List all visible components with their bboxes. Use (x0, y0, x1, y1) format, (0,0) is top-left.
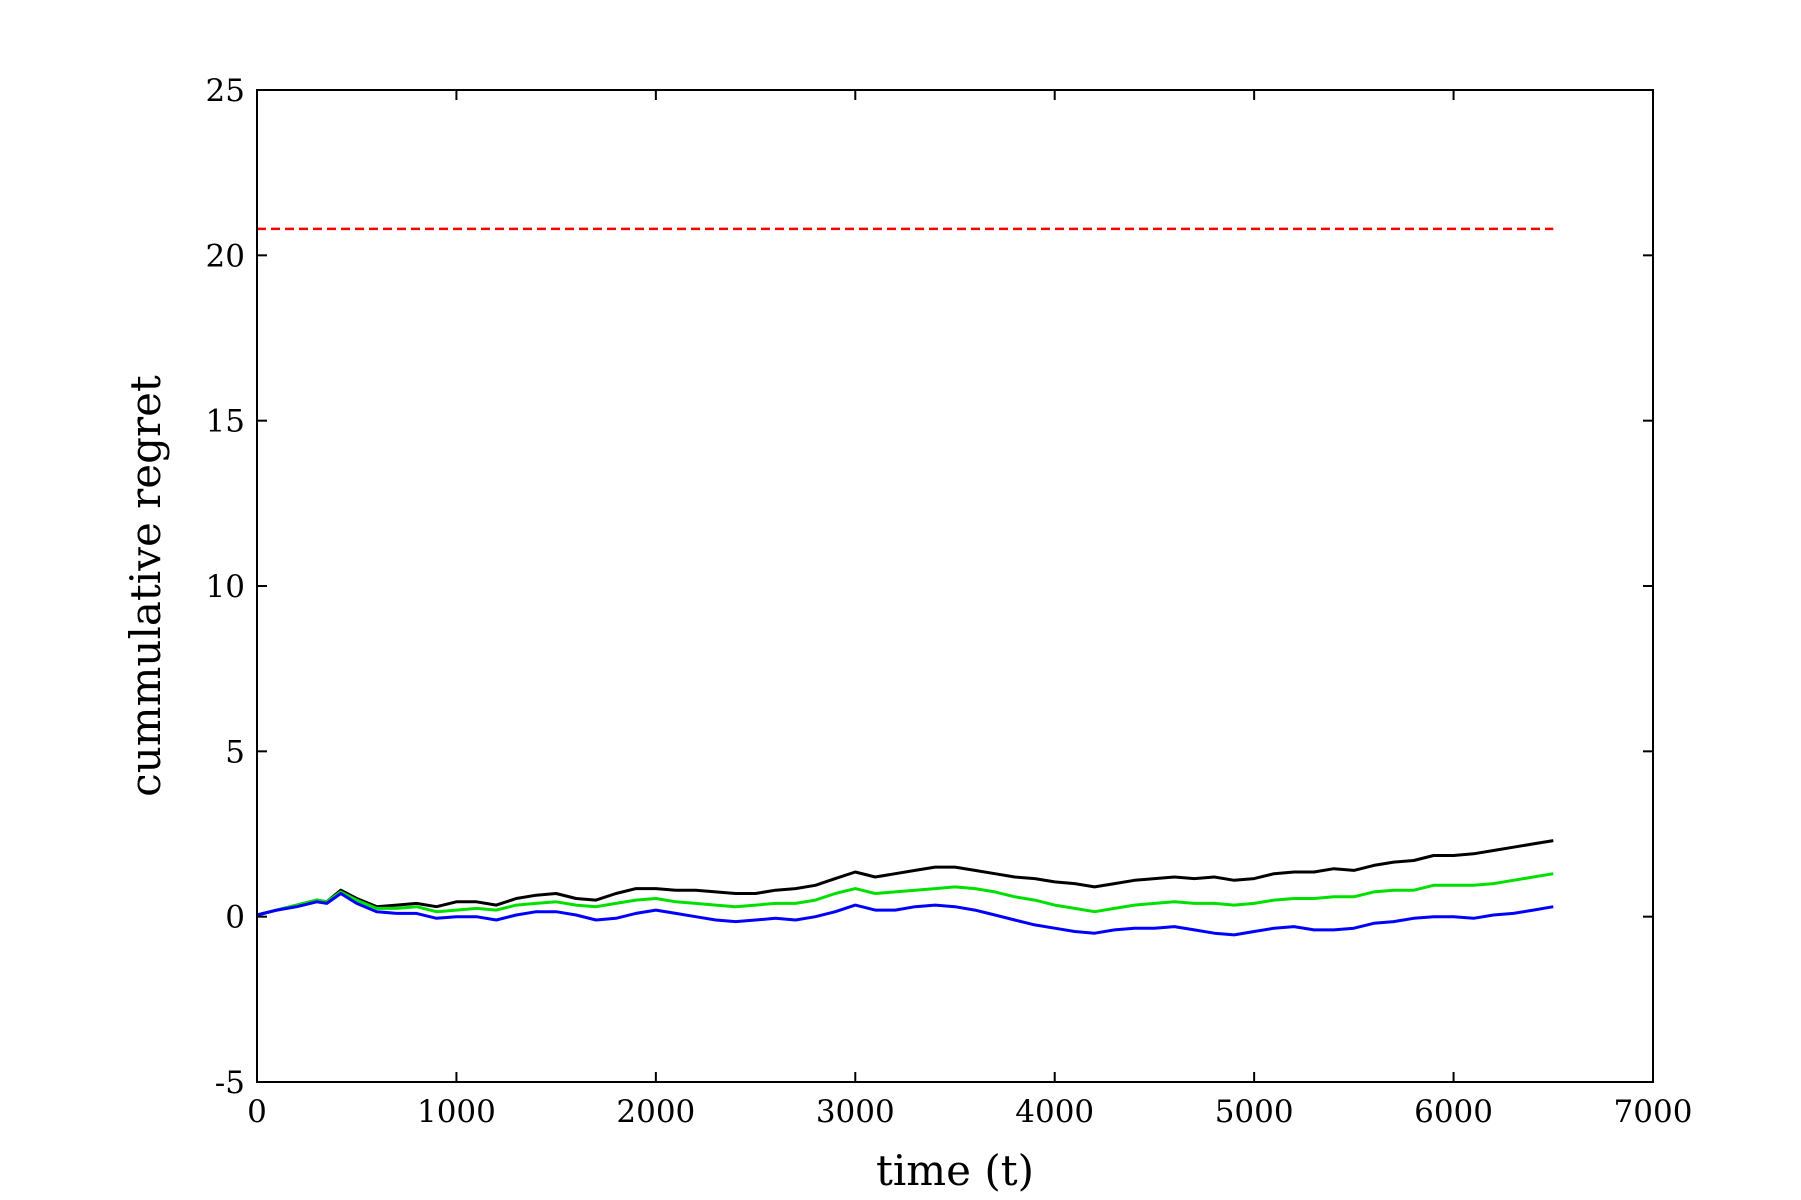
x-tick-label: 7000 (1614, 1094, 1693, 1130)
x-tick-label: 0 (247, 1094, 267, 1130)
x-tick-label: 4000 (1015, 1094, 1094, 1130)
series-layer (256, 227, 1554, 937)
plot-frame (256, 89, 1654, 1083)
y-tick-label: 0 (225, 900, 245, 936)
y-tick-label: 20 (206, 238, 245, 274)
y-tick-labels: -5 0 5 10 15 20 25 (206, 73, 245, 1101)
x-tick-label: 3000 (816, 1094, 895, 1130)
y-tick-label: 15 (206, 404, 245, 440)
x-tick-label: 5000 (1215, 1094, 1294, 1130)
x-tick-labels: 0 1000 2000 3000 4000 5000 6000 7000 (247, 1094, 1692, 1130)
x-tick-label: 6000 (1414, 1094, 1493, 1130)
y-tick-label: 10 (206, 569, 245, 605)
series-line-1 (256, 839, 1554, 917)
series-line-2 (256, 872, 1554, 917)
y-tick-label: 25 (206, 73, 245, 109)
y-axis-title: cummulative regret (121, 375, 170, 797)
ticks-layer (256, 89, 1654, 1083)
y-tick-label: -5 (215, 1065, 245, 1101)
x-tick-label: 1000 (417, 1094, 496, 1130)
x-axis-title: time (t) (876, 1146, 1034, 1195)
x-tick-label: 2000 (616, 1094, 695, 1130)
y-tick-label: 5 (225, 734, 245, 770)
series-line-3 (256, 892, 1554, 937)
